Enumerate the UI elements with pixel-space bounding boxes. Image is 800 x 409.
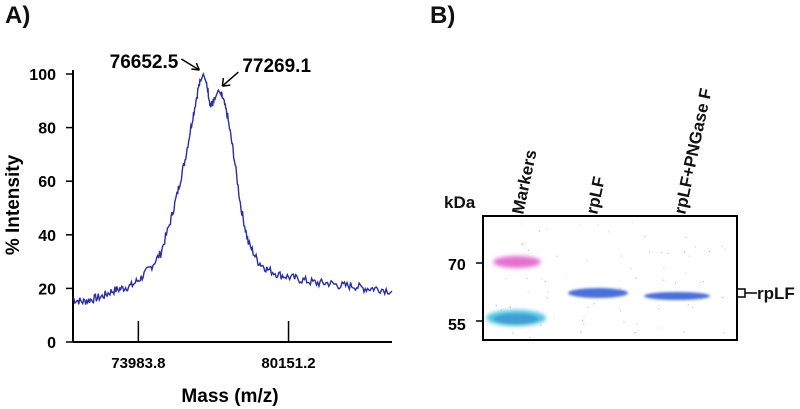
gel-speckle [657,304,660,307]
gel-speckle [540,278,543,280]
peak-arrow-1 [180,58,200,71]
spectrum-series-line [72,72,393,306]
gel-speckle [509,306,511,308]
gel-speckle [581,319,584,321]
gel-speckle [501,309,503,311]
gel-speckle [684,251,686,253]
gel-speckle [722,297,724,299]
gel-speckle [526,277,528,280]
gel-speckle [663,267,665,269]
y-tick-label: 80 [38,121,56,138]
gel-speckle [619,310,622,312]
gel-speckle [527,291,529,293]
panel-a-label: A) [5,2,31,29]
gel-speckle [495,304,497,306]
gel-speckle [538,230,541,232]
gel-speckle [674,282,677,284]
gel-speckle [708,250,710,252]
gel-speckle [608,231,610,233]
gel-speckle [547,291,549,293]
y-tick-label: 100 [29,67,56,84]
gel-speckle [580,331,582,333]
peak-arrowhead-2 [221,77,231,87]
gel-speckle [683,331,685,333]
gel-speckle [648,251,651,253]
peak-arrow-2 [221,71,239,87]
gel-speckle [685,236,687,238]
gel-speckle [692,306,694,308]
gel-speckle [512,332,514,334]
gel-speckle [623,321,625,323]
gel-speckle [684,272,686,274]
sds-page-gel: 70 55 [448,215,757,341]
mass-spectrum-chart: 0 20 40 60 80 100 73983.8 80151.2 76652.5 77269… [3,52,393,407]
gel-speckle [583,323,585,325]
gel-speckle [724,248,726,250]
peak-label-2: 77269.1 [242,56,311,77]
marker-label-70: 70 [448,257,466,274]
band-bracket [737,288,746,298]
gel-speckle [587,306,589,308]
gel-speckle [644,236,646,238]
gel-speckle [702,281,705,283]
gel-speckle [583,316,585,318]
x-tick-label: 73983.8 [111,355,165,372]
rplf-pngase-band [644,292,710,300]
gel-speckle [636,323,638,326]
gel-speckle [634,332,636,334]
gel-speckle [544,280,546,283]
rplf-band [568,288,628,298]
gel-speckle [486,265,488,267]
gel-speckle [667,252,669,254]
gel-speckle [721,245,723,247]
gel-speckle [505,277,507,280]
gel-speckle [699,282,701,284]
gel-speckle [540,324,542,326]
gel-speckle [635,277,637,279]
gel-speckle [546,297,548,299]
gel-frame [482,215,738,341]
panel-b-label: B) [430,2,456,29]
gel-speckle [659,327,661,329]
gel-speckle [660,252,662,254]
gel-speckle [553,316,555,318]
y-axis-title: % Intensity [3,154,24,255]
y-tick-label: 40 [38,228,56,245]
gel-speckle [546,228,548,230]
gel-speckle [529,336,531,338]
y-tick-label: 0 [47,335,56,352]
y-tick-label: 20 [38,281,56,298]
gel-speckle [523,242,525,244]
gel-speckle [658,308,660,310]
marker-label-55: 55 [448,317,466,334]
gel-speckle [620,255,622,257]
gel-speckle [687,303,689,306]
rplf-band-label: rpLF [757,284,795,303]
gel-speckle [630,267,632,269]
gel-speckle [694,246,697,248]
marker-band-55-core [494,314,538,324]
gel-speckle [597,224,599,226]
gel-speckle [632,220,634,222]
gel-speckle [723,332,725,334]
y-tick-label: 60 [38,174,56,191]
x-axis-title: Mass (m/z) [181,386,278,407]
gel-speckle [527,249,529,251]
gel-speckle [688,255,691,257]
peak-label-1: 76652.5 [110,52,179,73]
gel-speckle [564,274,567,277]
x-tick-label: 80151.2 [261,355,315,372]
kda-unit-label: kDa [444,193,476,212]
gel-speckle [586,260,588,262]
gel-speckle [521,243,523,245]
marker-band-70 [493,256,541,268]
gel-speckle [593,303,595,305]
gel-speckle [663,279,665,281]
gel-speckle [579,224,581,226]
peak-arrowhead-1 [191,62,201,71]
gel-speckle [619,287,621,289]
gel-speckle [521,223,523,225]
gel-speckle [556,255,558,257]
